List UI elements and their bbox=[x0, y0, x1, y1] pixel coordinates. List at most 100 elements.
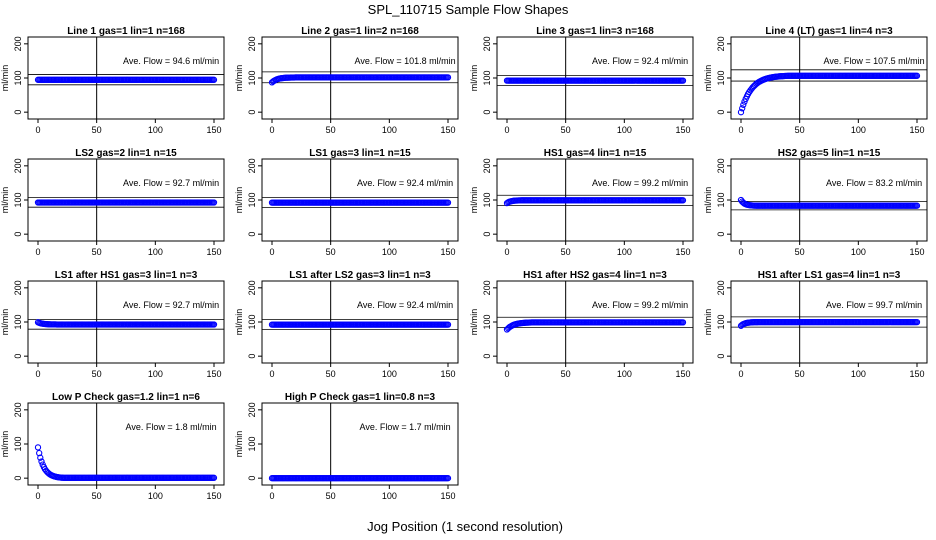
x-tick-label: 50 bbox=[92, 491, 102, 501]
data-point bbox=[740, 101, 747, 108]
x-tick-label: 150 bbox=[909, 125, 924, 135]
data-point bbox=[210, 199, 218, 206]
average-flow-annotation: Ave. Flow = 92.7 ml/min bbox=[123, 300, 219, 310]
panel-title: LS2 gas=2 lin=1 n=15 bbox=[75, 148, 177, 159]
x-tick-label: 50 bbox=[561, 247, 571, 257]
x-tick-label: 0 bbox=[35, 125, 40, 135]
x-tick-label: 50 bbox=[326, 491, 336, 501]
x-tick-label: 150 bbox=[909, 247, 924, 257]
y-tick-label: 0 bbox=[13, 354, 23, 359]
y-tick-label: 0 bbox=[247, 476, 257, 481]
y-axis-label: ml/min bbox=[703, 309, 713, 336]
panel-title: LS1 after LS2 gas=3 lin=1 n=3 bbox=[289, 270, 431, 281]
panel-5: LS2 gas=2 lin=1 n=15 0 50 100 150 0 100 200 ml/m… bbox=[0, 148, 225, 257]
y-tick-label: 200 bbox=[13, 402, 23, 417]
panel-title: Line 1 gas=1 lin=1 n=168 bbox=[67, 26, 185, 37]
y-tick-label: 100 bbox=[716, 314, 726, 329]
average-flow-annotation: Ave. Flow = 99.2 ml/min bbox=[592, 178, 688, 188]
y-tick-label: 200 bbox=[482, 158, 492, 173]
y-tick-label: 0 bbox=[247, 232, 257, 237]
y-axis-label: ml/min bbox=[469, 65, 479, 92]
y-tick-label: 200 bbox=[716, 36, 726, 51]
y-axis-label: ml/min bbox=[234, 309, 244, 336]
panel-grid: Line 1 gas=1 lin=1 n=168 0 50 100 150 0 100 200… bbox=[0, 26, 928, 501]
x-tick-label: 50 bbox=[92, 125, 102, 135]
y-axis-label: ml/min bbox=[469, 187, 479, 214]
average-flow-annotation: Ave. Flow = 1.8 ml/min bbox=[126, 422, 217, 432]
data-point bbox=[444, 74, 452, 81]
x-tick-label: 50 bbox=[561, 125, 571, 135]
x-tick-label: 100 bbox=[148, 369, 163, 379]
y-tick-label: 200 bbox=[482, 280, 492, 295]
x-tick-label: 50 bbox=[326, 247, 336, 257]
x-tick-label: 50 bbox=[92, 247, 102, 257]
x-tick-label: 150 bbox=[440, 125, 455, 135]
panel-7: HS1 gas=4 lin=1 n=15 0 50 100 150 0 100 200 ml/m… bbox=[469, 148, 694, 257]
x-tick-label: 100 bbox=[382, 369, 397, 379]
data-point bbox=[210, 474, 218, 481]
panel-11: HS1 after HS2 gas=4 lin=1 n=3 0 50 100 150 0 1… bbox=[469, 270, 694, 379]
data-point bbox=[679, 319, 687, 326]
y-tick-label: 0 bbox=[482, 354, 492, 359]
x-tick-label: 50 bbox=[326, 125, 336, 135]
panel-14: High P Check gas=1 lin=0.8 n=3 0 50 100 150 0… bbox=[234, 392, 459, 501]
x-tick-label: 50 bbox=[795, 247, 805, 257]
x-tick-label: 150 bbox=[440, 491, 455, 501]
average-flow-annotation: Ave. Flow = 92.7 ml/min bbox=[123, 178, 219, 188]
x-tick-label: 50 bbox=[561, 369, 571, 379]
data-point bbox=[913, 202, 921, 209]
y-axis-label: ml/min bbox=[0, 309, 10, 336]
panel-title: Line 3 gas=1 lin=3 n=168 bbox=[536, 26, 654, 37]
panel-12: HS1 after LS1 gas=4 lin=1 n=3 0 50 100 150 0 1… bbox=[703, 270, 928, 379]
panel-6: LS1 gas=3 lin=1 n=15 0 50 100 150 0 100 200 ml/m… bbox=[234, 148, 459, 257]
panel-10: LS1 after LS2 gas=3 lin=1 n=3 0 50 100 150 0 1… bbox=[234, 270, 459, 379]
panel-title: High P Check gas=1 lin=0.8 n=3 bbox=[285, 392, 436, 403]
y-tick-label: 100 bbox=[716, 192, 726, 207]
x-tick-label: 0 bbox=[738, 247, 743, 257]
data-point bbox=[444, 199, 452, 206]
data-point bbox=[38, 458, 45, 465]
y-tick-label: 100 bbox=[482, 70, 492, 85]
x-tick-label: 0 bbox=[504, 369, 509, 379]
y-tick-label: 100 bbox=[247, 70, 257, 85]
data-point bbox=[913, 318, 921, 326]
y-tick-label: 0 bbox=[13, 110, 23, 115]
x-tick-label: 150 bbox=[675, 247, 690, 257]
y-tick-label: 200 bbox=[13, 36, 23, 51]
y-tick-label: 100 bbox=[13, 70, 23, 85]
average-flow-annotation: Ave. Flow = 99.7 ml/min bbox=[826, 300, 922, 310]
x-tick-label: 100 bbox=[148, 247, 163, 257]
x-tick-label: 150 bbox=[206, 369, 221, 379]
y-axis-label: ml/min bbox=[469, 309, 479, 336]
x-tick-label: 150 bbox=[440, 369, 455, 379]
y-tick-label: 0 bbox=[716, 232, 726, 237]
x-tick-label: 100 bbox=[851, 247, 866, 257]
x-tick-label: 150 bbox=[440, 247, 455, 257]
y-axis-label: ml/min bbox=[0, 431, 10, 458]
y-tick-label: 200 bbox=[716, 280, 726, 295]
y-tick-label: 200 bbox=[247, 280, 257, 295]
x-tick-label: 0 bbox=[35, 247, 40, 257]
data-point bbox=[737, 109, 745, 116]
x-tick-label: 50 bbox=[795, 369, 805, 379]
figure-xlabel: Jog Position (1 second resolution) bbox=[367, 519, 563, 534]
average-flow-annotation: Ave. Flow = 101.8 ml/min bbox=[355, 56, 456, 66]
x-tick-label: 50 bbox=[795, 125, 805, 135]
panel-1: Line 1 gas=1 lin=1 n=168 0 50 100 150 0 100 200… bbox=[0, 26, 225, 135]
y-axis-label: ml/min bbox=[703, 187, 713, 214]
panel-title: HS2 gas=5 lin=1 n=15 bbox=[778, 148, 881, 159]
x-tick-label: 0 bbox=[269, 491, 274, 501]
panel-2: Line 2 gas=1 lin=2 n=168 0 50 100 150 0 100 200… bbox=[234, 26, 459, 135]
x-tick-label: 0 bbox=[738, 125, 743, 135]
y-axis-label: ml/min bbox=[0, 65, 10, 92]
x-tick-label: 150 bbox=[206, 247, 221, 257]
y-tick-label: 200 bbox=[13, 280, 23, 295]
y-tick-label: 200 bbox=[247, 402, 257, 417]
y-axis-label: ml/min bbox=[0, 187, 10, 214]
x-tick-label: 150 bbox=[675, 369, 690, 379]
panel-title: Line 2 gas=1 lin=2 n=168 bbox=[301, 26, 419, 37]
x-tick-label: 100 bbox=[851, 369, 866, 379]
x-tick-label: 100 bbox=[382, 247, 397, 257]
x-tick-label: 0 bbox=[35, 491, 40, 501]
